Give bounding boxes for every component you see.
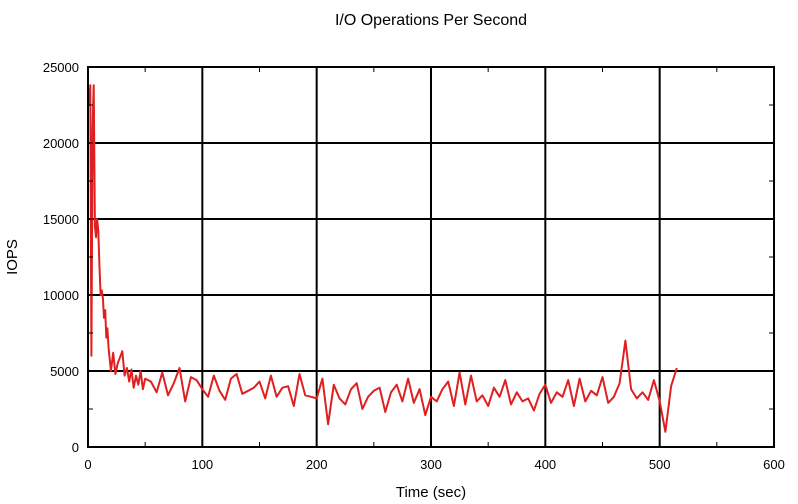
x-tick-label: 100 <box>191 457 213 472</box>
x-tick-label: 0 <box>84 457 91 472</box>
series-layer <box>87 84 678 433</box>
x-tick-label: 400 <box>534 457 556 472</box>
y-tick-label: 0 <box>72 440 79 455</box>
x-tick-label: 200 <box>306 457 328 472</box>
chart-title: I/O Operations Per Second <box>335 12 527 29</box>
series-line-iops <box>87 84 678 433</box>
y-tick-label: 25000 <box>43 60 79 75</box>
x-axis-label: Time (sec) <box>396 484 466 501</box>
y-axis-label: IOPS <box>4 239 21 275</box>
x-tick-label: 500 <box>649 457 671 472</box>
y-tick-label: 5000 <box>50 364 79 379</box>
tick-marks <box>87 66 775 448</box>
y-tick-labels: 0 5000 10000 15000 20000 25000 <box>43 60 79 455</box>
x-tick-labels: 0 100 200 300 400 500 600 <box>84 457 784 472</box>
y-tick-label: 20000 <box>43 136 79 151</box>
x-tick-label: 600 <box>763 457 785 472</box>
y-tick-label: 10000 <box>43 288 79 303</box>
y-tick-label: 15000 <box>43 212 79 227</box>
x-tick-label: 300 <box>420 457 442 472</box>
grid-lines <box>88 67 774 447</box>
